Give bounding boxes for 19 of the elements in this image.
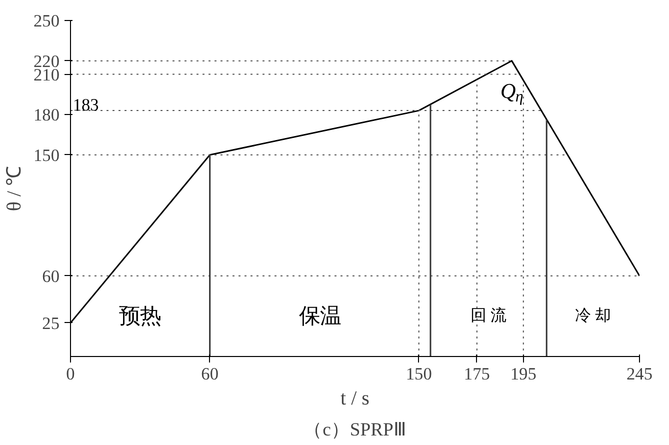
x-tick-label: 245 [626,364,653,384]
y-tick-label: 180 [34,106,60,125]
x-tick-label: 0 [66,364,75,384]
annotation: 预热 [119,304,162,328]
ref-line-label: 183 [72,96,99,115]
y-tick-label: 250 [34,12,60,30]
y-axis-title: θ / ℃ [4,166,26,212]
x-tick-label: 195 [510,364,536,384]
annotation: 回 流 [470,306,507,325]
x-tick-label: 175 [464,364,490,384]
x-tick-label: 60 [201,364,219,384]
y-tick-label: 25 [42,314,60,333]
y-tick-label: 150 [34,146,60,165]
annotation: 冷 却 [575,306,612,325]
x-axis-title: t / s [340,388,370,410]
annotation: 保温 [299,304,342,328]
y-tick-label: 60 [42,266,60,286]
text: （c）SPRPⅢ [304,420,406,440]
x-tick-label: 150 [406,364,432,384]
